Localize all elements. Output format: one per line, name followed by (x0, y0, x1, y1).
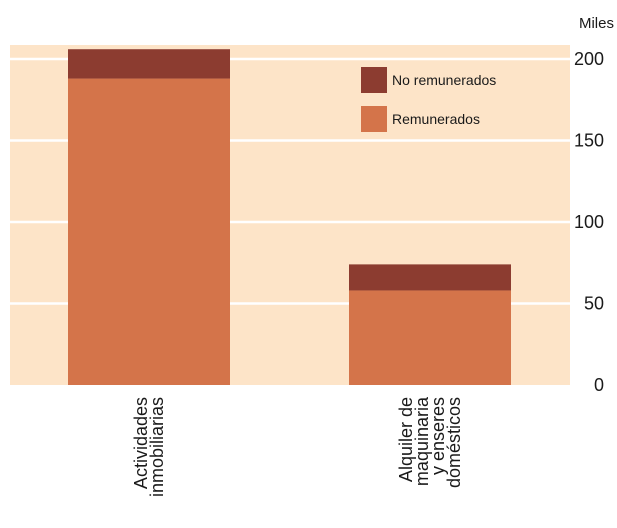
category-label-2-line-1: Alquiler de (396, 397, 416, 482)
bar-2-no-remunerados (349, 264, 511, 291)
y-tick-label-150: 150 (574, 131, 604, 151)
bars (68, 49, 511, 385)
y-tick-label-200: 200 (574, 49, 604, 69)
legend-swatch-no-remunerados (361, 67, 387, 93)
y-tick-label-100: 100 (574, 212, 604, 232)
y-tick-label-0: 0 (594, 375, 604, 395)
legend-swatch-remunerados (361, 106, 387, 132)
legend: No remunerados Remunerados (361, 67, 496, 132)
bar-2-remunerados (349, 290, 511, 385)
category-label-2-line-4: domésticos (444, 397, 464, 488)
category-label-1-line-2: inmobiliarias (147, 397, 167, 497)
category-label-2-line-2: maquinaria (412, 396, 432, 486)
y-axis-ticks: 0 50 100 150 200 (574, 49, 604, 395)
category-label-2-line-3: y enseres (428, 397, 448, 475)
y-tick-label-50: 50 (584, 294, 604, 314)
bar-1-no-remunerados (68, 49, 230, 79)
legend-label-remunerados: Remunerados (392, 111, 480, 127)
legend-label-no-remunerados: No remunerados (392, 72, 496, 88)
category-label-1-line-1: Actividades (131, 397, 151, 489)
unit-label: Miles (579, 15, 614, 32)
bar-1-remunerados (68, 78, 230, 385)
